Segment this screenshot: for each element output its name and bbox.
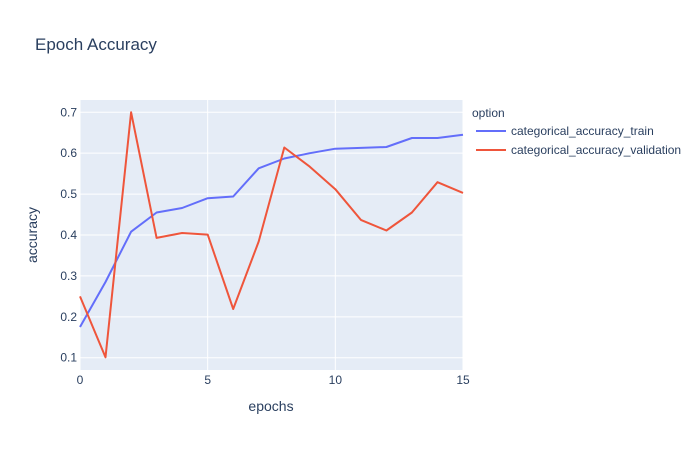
x-axis-title: epochs [248, 398, 293, 414]
y-tick-label: 0.4 [60, 228, 77, 242]
series-line-categorical-accuracy-validation[interactable] [79, 111, 464, 359]
legend[interactable]: option categorical_accuracy_traincategor… [472, 106, 681, 157]
legend-label: categorical_accuracy_validation [511, 143, 681, 157]
x-tick-label: 0 [77, 373, 84, 387]
y-tick-label: 0.5 [60, 187, 77, 201]
chart-title: Epoch Accuracy [35, 35, 157, 54]
x-tick-label: 15 [456, 373, 470, 387]
y-tick-label: 0.2 [60, 310, 77, 324]
x-tick-label: 10 [329, 373, 343, 387]
gridlines [79, 100, 464, 370]
series-line-categorical-accuracy-train[interactable] [79, 133, 464, 328]
y-tick-label: 0.1 [60, 351, 77, 365]
x-tick-label: 5 [204, 373, 211, 387]
legend-item[interactable]: categorical_accuracy_validation [476, 143, 681, 157]
tick-labels: 0.1 0.2 0.3 0.4 0.5 0.6 0.7 0 5 10 15 [60, 105, 470, 387]
legend-title: option [472, 106, 505, 120]
legend-items: categorical_accuracy_train categorical_ac… [476, 124, 681, 157]
legend-item[interactable]: categorical_accuracy_train [476, 124, 654, 138]
y-axis-title: accuracy [24, 207, 40, 263]
y-tick-label: 0.7 [60, 105, 77, 119]
series-lines [79, 111, 464, 359]
legend-label: categorical_accuracy_train [511, 124, 654, 138]
y-tick-label: 0.6 [60, 146, 77, 160]
y-tick-label: 0.3 [60, 269, 77, 283]
